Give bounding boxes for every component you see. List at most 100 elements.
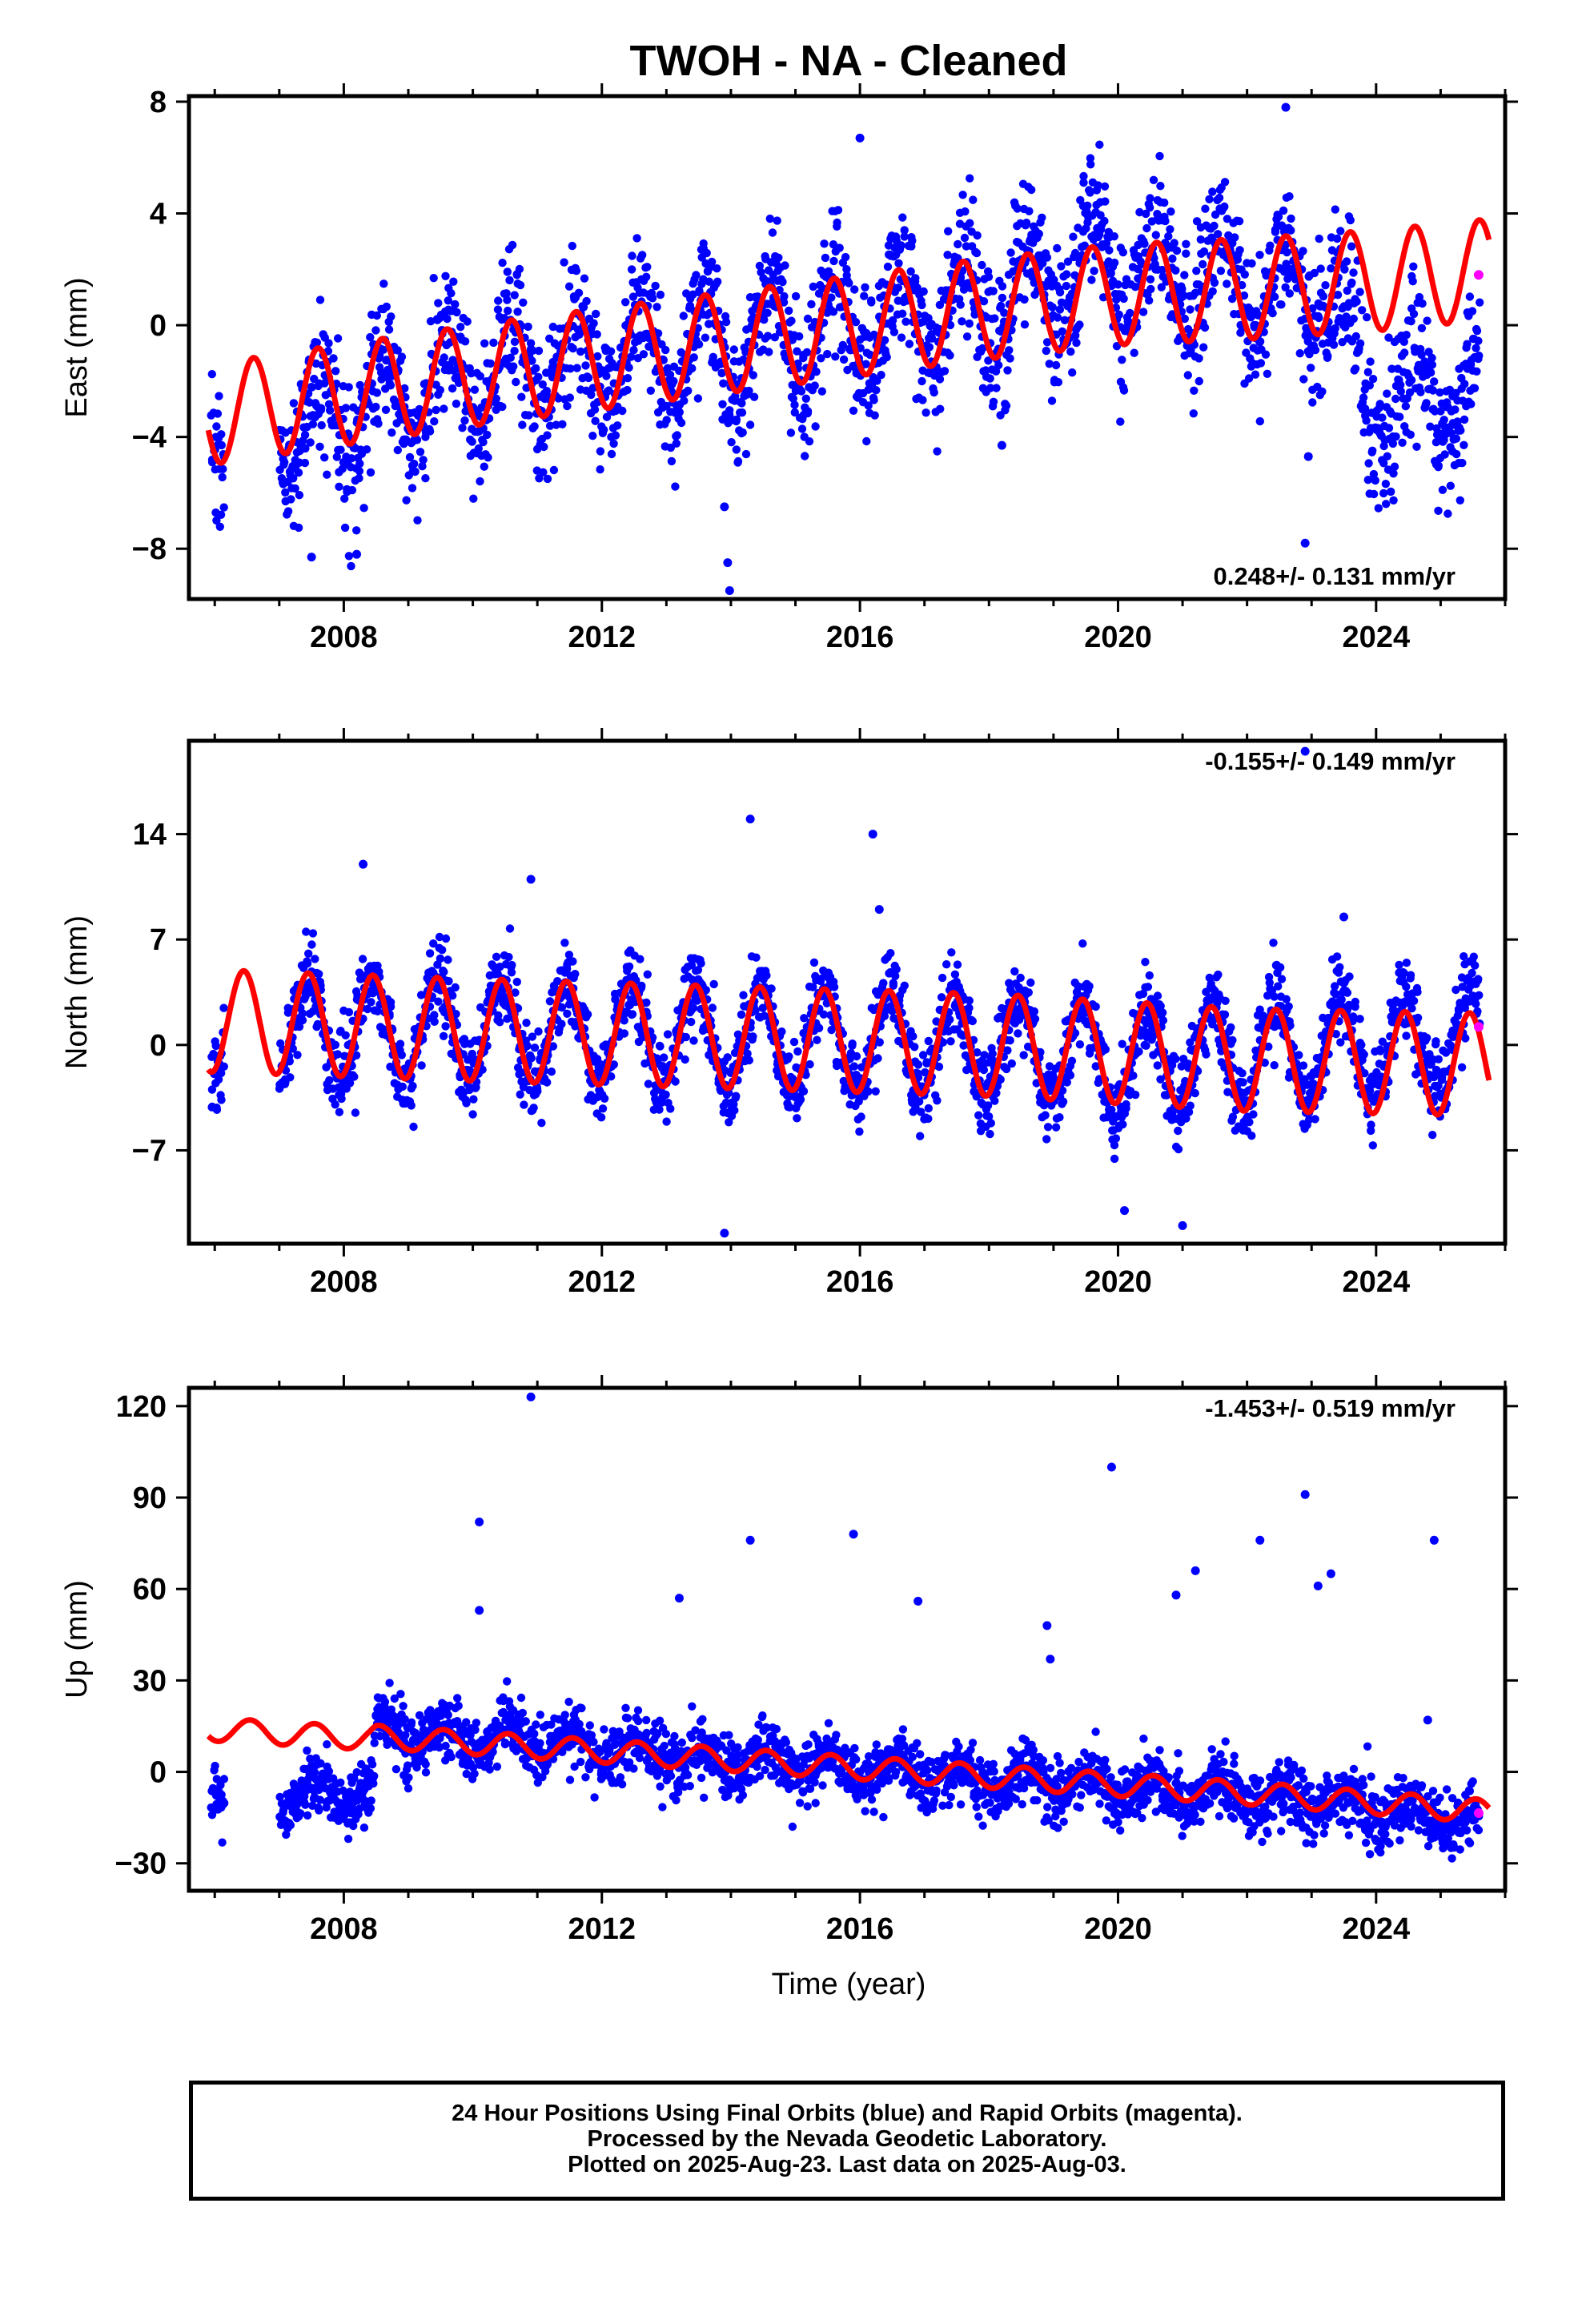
data-point: [1215, 193, 1224, 203]
data-point: [1471, 961, 1480, 970]
data-point: [582, 296, 591, 306]
data-point: [583, 1010, 592, 1019]
data-point: [992, 384, 1001, 392]
data-point: [1143, 983, 1153, 991]
data-point: [727, 438, 736, 447]
data-point: [310, 1767, 319, 1777]
data-point: [1270, 1061, 1279, 1070]
data-point: [362, 445, 371, 454]
data-point: [1013, 204, 1022, 213]
data-point: [849, 406, 858, 415]
data-point: [662, 401, 671, 411]
data-point: [1359, 393, 1368, 402]
data-point: [1055, 287, 1065, 297]
outlier-point: [1120, 1206, 1130, 1216]
data-point: [444, 977, 453, 986]
y-tick-label: 4: [150, 198, 167, 231]
data-point: [443, 314, 452, 324]
data-point: [1413, 1013, 1423, 1023]
data-point: [294, 523, 303, 533]
data-point: [943, 251, 952, 259]
data-point: [879, 979, 888, 987]
data-point: [304, 949, 313, 959]
data-point: [308, 420, 318, 428]
data-point: [787, 316, 796, 325]
data-point: [785, 306, 793, 316]
data-point: [412, 436, 422, 444]
data-point: [212, 1105, 222, 1115]
data-point: [298, 1009, 307, 1018]
data-point: [1376, 1047, 1385, 1055]
data-point: [805, 1059, 814, 1069]
data-point: [990, 1096, 999, 1105]
data-point: [888, 316, 897, 325]
data-point: [800, 1014, 809, 1023]
data-point: [1407, 376, 1416, 384]
data-point: [379, 345, 387, 354]
data-point: [652, 303, 661, 312]
data-point: [600, 425, 608, 434]
data-point: [430, 1017, 439, 1027]
data-point: [1381, 480, 1391, 489]
data-point: [498, 259, 507, 267]
data-point: [959, 285, 969, 294]
data-point: [1305, 350, 1314, 359]
data-point: [807, 300, 816, 309]
data-point: [400, 384, 409, 393]
data-point: [743, 1049, 752, 1058]
data-point: [1244, 374, 1254, 383]
data-point: [1460, 440, 1468, 449]
data-point: [288, 1044, 297, 1053]
data-point: [1055, 1113, 1064, 1122]
data-point: [1030, 1015, 1040, 1023]
data-point: [773, 216, 781, 225]
data-point: [382, 356, 391, 364]
data-point: [639, 350, 648, 359]
data-point: [440, 404, 448, 413]
data-point: [1153, 1061, 1162, 1070]
data-point: [220, 1799, 229, 1807]
data-point: [1042, 346, 1051, 356]
data-point: [1220, 178, 1230, 187]
data-point: [1437, 1076, 1447, 1084]
data-point: [642, 272, 651, 281]
data-point: [870, 411, 879, 420]
data-point: [493, 305, 503, 314]
data-point: [809, 983, 817, 991]
data-point: [665, 370, 675, 380]
data-point: [1045, 360, 1054, 368]
data-point: [1458, 458, 1467, 468]
data-point: [1126, 308, 1134, 318]
data-point: [861, 360, 870, 368]
data-point: [1359, 1050, 1368, 1059]
data-point: [972, 248, 982, 258]
data-point: [919, 287, 928, 296]
data-point: [823, 349, 832, 359]
y-tick-label: 0: [150, 1029, 167, 1063]
data-point: [1366, 357, 1375, 366]
data-point: [1369, 489, 1379, 499]
data-point: [692, 271, 701, 279]
data-point: [325, 1076, 334, 1085]
data-point: [345, 1079, 355, 1088]
data-point: [287, 495, 295, 504]
data-point: [725, 1118, 733, 1127]
data-point: [606, 347, 616, 356]
data-point: [1079, 171, 1088, 181]
data-point: [988, 1049, 997, 1059]
data-point: [1345, 972, 1354, 981]
data-point: [989, 287, 998, 296]
data-point: [413, 516, 422, 525]
data-point: [295, 1022, 304, 1031]
data-point: [1119, 294, 1128, 304]
data-point: [1180, 271, 1189, 279]
data-point: [694, 340, 704, 349]
data-point: [344, 383, 353, 392]
data-point: [809, 958, 819, 967]
data-point: [667, 456, 677, 466]
data-point: [897, 241, 905, 250]
data-point: [207, 1085, 217, 1094]
data-point: [219, 1775, 229, 1783]
data-point: [1333, 291, 1343, 300]
data-point: [1068, 368, 1077, 377]
